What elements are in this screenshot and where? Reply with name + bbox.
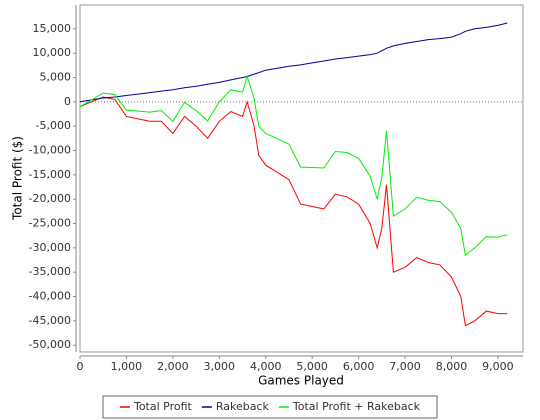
y-tick-label: 0 bbox=[64, 95, 71, 108]
x-tick-label: 8,000 bbox=[436, 360, 468, 373]
y-tick-label: 5,000 bbox=[40, 71, 72, 84]
x-tick-label: 0 bbox=[77, 360, 84, 373]
y-tick-label: -45,000 bbox=[29, 314, 71, 327]
legend-label: Total Profit bbox=[133, 400, 193, 413]
legend-box bbox=[102, 395, 438, 419]
y-tick-label: 15,000 bbox=[33, 22, 72, 35]
y-tick-label: -35,000 bbox=[29, 265, 71, 278]
y-tick-label: -5,000 bbox=[36, 119, 71, 132]
y-tick-label: -50,000 bbox=[29, 338, 71, 351]
y-tick-label: -40,000 bbox=[29, 290, 71, 303]
legend-label: Rakeback bbox=[216, 400, 270, 413]
series-line bbox=[79, 96, 508, 327]
y-tick-label: -15,000 bbox=[29, 168, 71, 181]
y-tick-label: -25,000 bbox=[29, 217, 71, 230]
series-line bbox=[79, 22, 508, 103]
y-tick-label: -20,000 bbox=[29, 192, 71, 205]
y-tick-label: 10,000 bbox=[33, 46, 72, 59]
plot-area bbox=[79, 4, 524, 353]
x-tick-label: 3,000 bbox=[204, 360, 236, 373]
y-tick-label: -10,000 bbox=[29, 144, 71, 157]
series-line bbox=[79, 74, 508, 257]
x-tick-label: 2,000 bbox=[157, 360, 189, 373]
x-axis-title: Games Played bbox=[258, 374, 344, 388]
x-tick-label: 9,000 bbox=[482, 360, 514, 373]
y-axis-title: Total Profit ($) bbox=[11, 136, 25, 221]
x-tick-label: 7,000 bbox=[389, 360, 421, 373]
legend-label: Total Profit + Rakeback bbox=[292, 400, 421, 413]
x-tick-label: 6,000 bbox=[343, 360, 375, 373]
x-tick-label: 4,000 bbox=[250, 360, 282, 373]
x-tick-label: 1,000 bbox=[111, 360, 143, 373]
x-tick-label: 5,000 bbox=[296, 360, 328, 373]
y-tick-label: -30,000 bbox=[29, 241, 71, 254]
